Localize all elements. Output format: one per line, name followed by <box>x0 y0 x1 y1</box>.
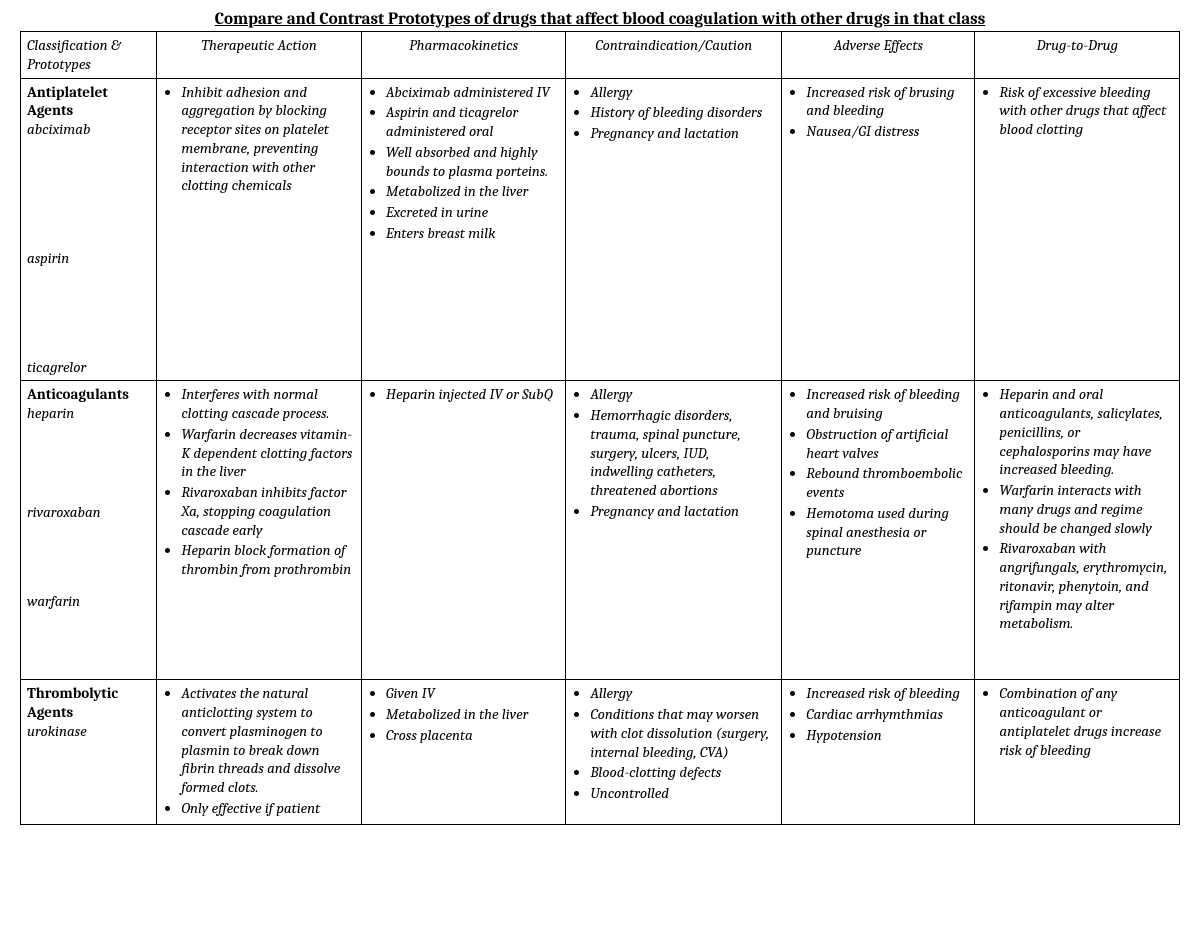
list-item: Heparin and oral anticoagulants, salicyl… <box>999 385 1173 479</box>
cell-adverse: Increased risk of bleeding and bruisingO… <box>782 381 975 680</box>
cell-drug-to-drug: Heparin and oral anticoagulants, salicyl… <box>975 381 1180 680</box>
list-item: Cross placenta <box>386 726 560 745</box>
drug-group-name: Antiplatelet Agents <box>27 83 150 121</box>
list-item: Allergy <box>590 684 775 703</box>
bullet-list: Increased risk of bleeding Cardiac arrhym… <box>788 684 968 744</box>
list-item: Activates the natural anticlotting syste… <box>181 684 355 797</box>
bullet-list: Activates the natural anticlotting syste… <box>163 684 355 817</box>
list-item: Only effective if patient <box>181 799 355 818</box>
list-item: Obstruction of artificial heart valves <box>806 425 968 463</box>
cell-contraindication: Allergy Hemorrhagic disorders, trauma, sp… <box>566 381 782 680</box>
cell-contraindication: Allergy Conditions that may worsen with c… <box>566 680 782 824</box>
col-header-pharmacokinetics: Pharmacokinetics <box>361 32 566 79</box>
list-item: Increased risk of bleeding <box>806 684 968 703</box>
table-row: Antiplatelet Agentsabciximab aspirin ticag… <box>21 78 1180 381</box>
list-item: History of bleeding disorders <box>590 103 775 122</box>
table-body: Antiplatelet Agentsabciximab aspirin ticag… <box>21 78 1180 824</box>
bullet-list: AllergyHistory of bleeding disorders Preg… <box>572 83 775 143</box>
bullet-list: Allergy Hemorrhagic disorders, trauma, sp… <box>572 385 775 520</box>
list-item: Allergy <box>590 83 775 102</box>
bullet-list: Heparin and oral anticoagulants, salicyl… <box>981 385 1173 633</box>
col-header-classification: Classification & Prototypes <box>21 32 157 79</box>
list-item: Warfarin interacts with many drugs and r… <box>999 481 1173 537</box>
table-header-row: Classification & Prototypes Therapeutic … <box>21 32 1180 79</box>
list-item: Aspirin and ticagrelor administered oral <box>386 103 560 141</box>
list-item: Conditions that may worsen with clot dis… <box>590 705 775 761</box>
bullet-list: Risk of excessive bleeding with other dr… <box>981 83 1173 139</box>
list-item: Increased risk of brusing and bleeding <box>806 83 968 121</box>
list-item: Well absorbed and highly bounds to plasm… <box>386 143 560 181</box>
list-item: Rivaroxaban with angrifungals, erythromy… <box>999 539 1173 633</box>
cell-therapeutic: Activates the natural anticlotting syste… <box>157 680 362 824</box>
cell-therapeutic: Interferes with normal clotting cascade … <box>157 381 362 680</box>
drug-prototype-name: warfarin <box>27 592 150 611</box>
cell-drug-to-drug: Risk of excessive bleeding with other dr… <box>975 78 1180 381</box>
drug-prototype-name: ticagrelor <box>27 358 150 377</box>
list-item: Hemotoma used during spinal anesthesia o… <box>806 504 968 560</box>
cell-therapeutic: Inhibit adhesion and aggregation by bloc… <box>157 78 362 381</box>
cell-pharmacokinetics: Abciximab administered IVAspirin and tic… <box>361 78 566 381</box>
list-item: Hemorrhagic disorders, trauma, spinal pu… <box>590 406 775 500</box>
list-item: Cardiac arrhymthmias <box>806 705 968 724</box>
cell-contraindication: AllergyHistory of bleeding disorders Preg… <box>566 78 782 381</box>
bullet-list: Abciximab administered IVAspirin and tic… <box>368 83 560 243</box>
list-item: Abciximab administered IV <box>386 83 560 102</box>
drug-prototype-name: aspirin <box>27 249 150 268</box>
cell-classification: Anticoagulantsheparin rivaroxaban warfarin <box>21 381 157 680</box>
list-item: Uncontrolled <box>590 784 775 803</box>
cell-classification: Thrombolytic Agentsurokinase <box>21 680 157 824</box>
cell-pharmacokinetics: Given IV Metabolized in the liver Cross pl… <box>361 680 566 824</box>
list-item: Inhibit adhesion and aggregation by bloc… <box>181 83 355 196</box>
list-item: Heparin block formation of thrombin from… <box>181 541 355 579</box>
list-item: Warfarin decreases vitamin-K dependent c… <box>181 425 355 481</box>
drug-group-name: Anticoagulants <box>27 385 150 404</box>
list-item: Hypotension <box>806 726 968 745</box>
list-item: Metabolized in the liver <box>386 705 560 724</box>
list-item: Heparin injected IV or SubQ <box>386 385 560 404</box>
bullet-list: Allergy Conditions that may worsen with c… <box>572 684 775 803</box>
bullet-list: Heparin injected IV or SubQ <box>368 385 560 404</box>
drug-prototype-name: urokinase <box>27 722 150 741</box>
col-header-drug-to-drug: Drug-to-Drug <box>975 32 1180 79</box>
drug-group-name: Thrombolytic Agents <box>27 684 150 722</box>
cell-classification: Antiplatelet Agentsabciximab aspirin ticag… <box>21 78 157 381</box>
list-item: Increased risk of bleeding and bruising <box>806 385 968 423</box>
list-item: Rivaroxaban inhibits factor Xa, stopping… <box>181 483 355 539</box>
bullet-list: Interferes with normal clotting cascade … <box>163 385 355 579</box>
list-item: Rebound thromboembolic events <box>806 464 968 502</box>
bullet-list: Combination of any anticoagulant or anti… <box>981 684 1173 759</box>
drug-prototype-name: heparin <box>27 404 150 423</box>
cell-drug-to-drug: Combination of any anticoagulant or anti… <box>975 680 1180 824</box>
comparison-table: Classification & Prototypes Therapeutic … <box>20 31 1180 825</box>
col-header-therapeutic: Therapeutic Action <box>157 32 362 79</box>
document-page: Compare and Contrast Prototypes of drugs… <box>0 0 1200 845</box>
col-header-adverse: Adverse Effects <box>782 32 975 79</box>
bullet-list: Inhibit adhesion and aggregation by bloc… <box>163 83 355 196</box>
page-title: Compare and Contrast Prototypes of drugs… <box>20 10 1180 29</box>
bullet-list: Increased risk of brusing and bleedingNa… <box>788 83 968 141</box>
list-item: Interferes with normal clotting cascade … <box>181 385 355 423</box>
col-header-contraindication: Contraindication/Caution <box>566 32 782 79</box>
bullet-list: Increased risk of bleeding and bruisingO… <box>788 385 968 560</box>
list-item: Nausea/GI distress <box>806 122 968 141</box>
list-item: Enters breast milk <box>386 224 560 243</box>
drug-prototype-name: abciximab <box>27 120 150 139</box>
bullet-list: Given IV Metabolized in the liver Cross pl… <box>368 684 560 744</box>
cell-adverse: Increased risk of bleeding Cardiac arrhym… <box>782 680 975 824</box>
table-row: Anticoagulantsheparin rivaroxaban warfarin… <box>21 381 1180 680</box>
list-item: Metabolized in the liver <box>386 182 560 201</box>
cell-pharmacokinetics: Heparin injected IV or SubQ <box>361 381 566 680</box>
list-item: Pregnancy and lactation <box>590 502 775 521</box>
list-item: Blood-clotting defects <box>590 763 775 782</box>
table-row: Thrombolytic AgentsurokinaseActivates th… <box>21 680 1180 824</box>
cell-adverse: Increased risk of brusing and bleedingNa… <box>782 78 975 381</box>
list-item: Excreted in urine <box>386 203 560 222</box>
list-item: Combination of any anticoagulant or anti… <box>999 684 1173 759</box>
list-item: Allergy <box>590 385 775 404</box>
drug-prototype-name: rivaroxaban <box>27 503 150 522</box>
list-item: Given IV <box>386 684 560 703</box>
list-item: Risk of excessive bleeding with other dr… <box>999 83 1173 139</box>
list-item: Pregnancy and lactation <box>590 124 775 143</box>
